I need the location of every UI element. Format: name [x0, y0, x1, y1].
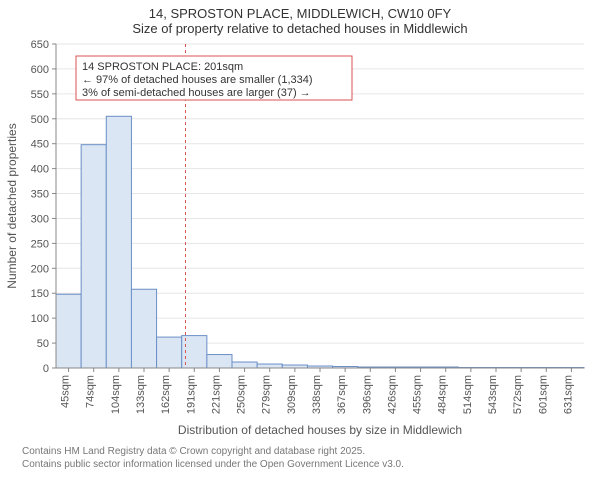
chart-titles: 14, SPROSTON PLACE, MIDDLEWICH, CW10 0FY… — [0, 0, 600, 36]
x-tick-label: 45sqm — [60, 375, 72, 408]
x-tick-label: 543sqm — [487, 375, 499, 414]
x-tick-label: 572sqm — [512, 375, 524, 414]
chart-svg: 0 50 100 150 200 250 300 350 400 450 500 550 600 650 4… — [0, 36, 600, 444]
x-tick-label: 338sqm — [311, 375, 323, 414]
x-tick-label: 396sqm — [361, 375, 373, 414]
x-tick-label: 221sqm — [210, 375, 222, 414]
y-tick-label: 0 — [43, 363, 49, 375]
x-tick-label: 309sqm — [286, 375, 298, 414]
y-tick-label: 600 — [31, 64, 49, 76]
histogram-bar — [232, 362, 257, 368]
y-tick-label: 400 — [31, 164, 49, 176]
y-tick-label: 50 — [37, 338, 49, 350]
histogram-bar — [257, 364, 282, 368]
y-tick-label: 350 — [31, 189, 49, 201]
y-tick-label: 250 — [31, 238, 49, 250]
y-tick-label: 100 — [31, 313, 49, 325]
histogram-bar — [157, 337, 182, 368]
y-tick-label: 450 — [31, 139, 49, 151]
x-tick-label: 250sqm — [236, 375, 248, 414]
histogram-chart: 0 50 100 150 200 250 300 350 400 450 500 550 600 650 4… — [0, 36, 600, 444]
y-tick-label: 550 — [31, 89, 49, 101]
y-tick-label: 150 — [31, 288, 49, 300]
y-tick-label: 200 — [31, 263, 49, 275]
histogram-bar — [106, 116, 131, 368]
histogram-bar — [207, 355, 232, 368]
callout-line-3: 3% of semi-detached houses are larger (3… — [82, 87, 311, 99]
footer-line-2: Contains public sector information licen… — [22, 459, 600, 472]
histogram-bar — [81, 145, 106, 368]
y-tick-label: 500 — [31, 114, 49, 126]
x-tick-label: 367sqm — [336, 375, 348, 414]
footer-attribution: Contains HM Land Registry data © Crown c… — [0, 444, 600, 471]
x-tick-label: 104sqm — [110, 375, 122, 414]
y-axis-label: Number of detached properties — [5, 123, 19, 288]
x-tick-label: 484sqm — [437, 375, 449, 414]
x-axis-label: Distribution of detached houses by size … — [178, 423, 462, 437]
x-tick-label: 455sqm — [412, 375, 424, 414]
x-tick-label: 162sqm — [160, 375, 172, 414]
footer-line-1: Contains HM Land Registry data © Crown c… — [22, 446, 600, 459]
x-tick-label: 74sqm — [85, 375, 97, 408]
callout-line-1: 14 SPROSTON PLACE: 201sqm — [82, 61, 243, 73]
x-tick-label: 191sqm — [185, 375, 197, 414]
histogram-bar — [56, 294, 81, 368]
callout-line-2: ← 97% of detached houses are smaller (1,… — [82, 74, 313, 86]
y-tick-label: 650 — [31, 39, 49, 51]
x-tick-label: 631sqm — [562, 375, 574, 414]
y-tick-label: 300 — [31, 213, 49, 225]
x-tick-label: 279sqm — [261, 375, 273, 414]
x-tick-label: 601sqm — [537, 375, 549, 414]
x-tick-label: 514sqm — [462, 375, 474, 414]
x-tick-label: 133sqm — [135, 375, 147, 414]
title-main: 14, SPROSTON PLACE, MIDDLEWICH, CW10 0FY — [0, 6, 600, 21]
title-sub: Size of property relative to detached ho… — [0, 21, 600, 36]
histogram-bar — [131, 289, 156, 368]
x-tick-label: 426sqm — [386, 375, 398, 414]
